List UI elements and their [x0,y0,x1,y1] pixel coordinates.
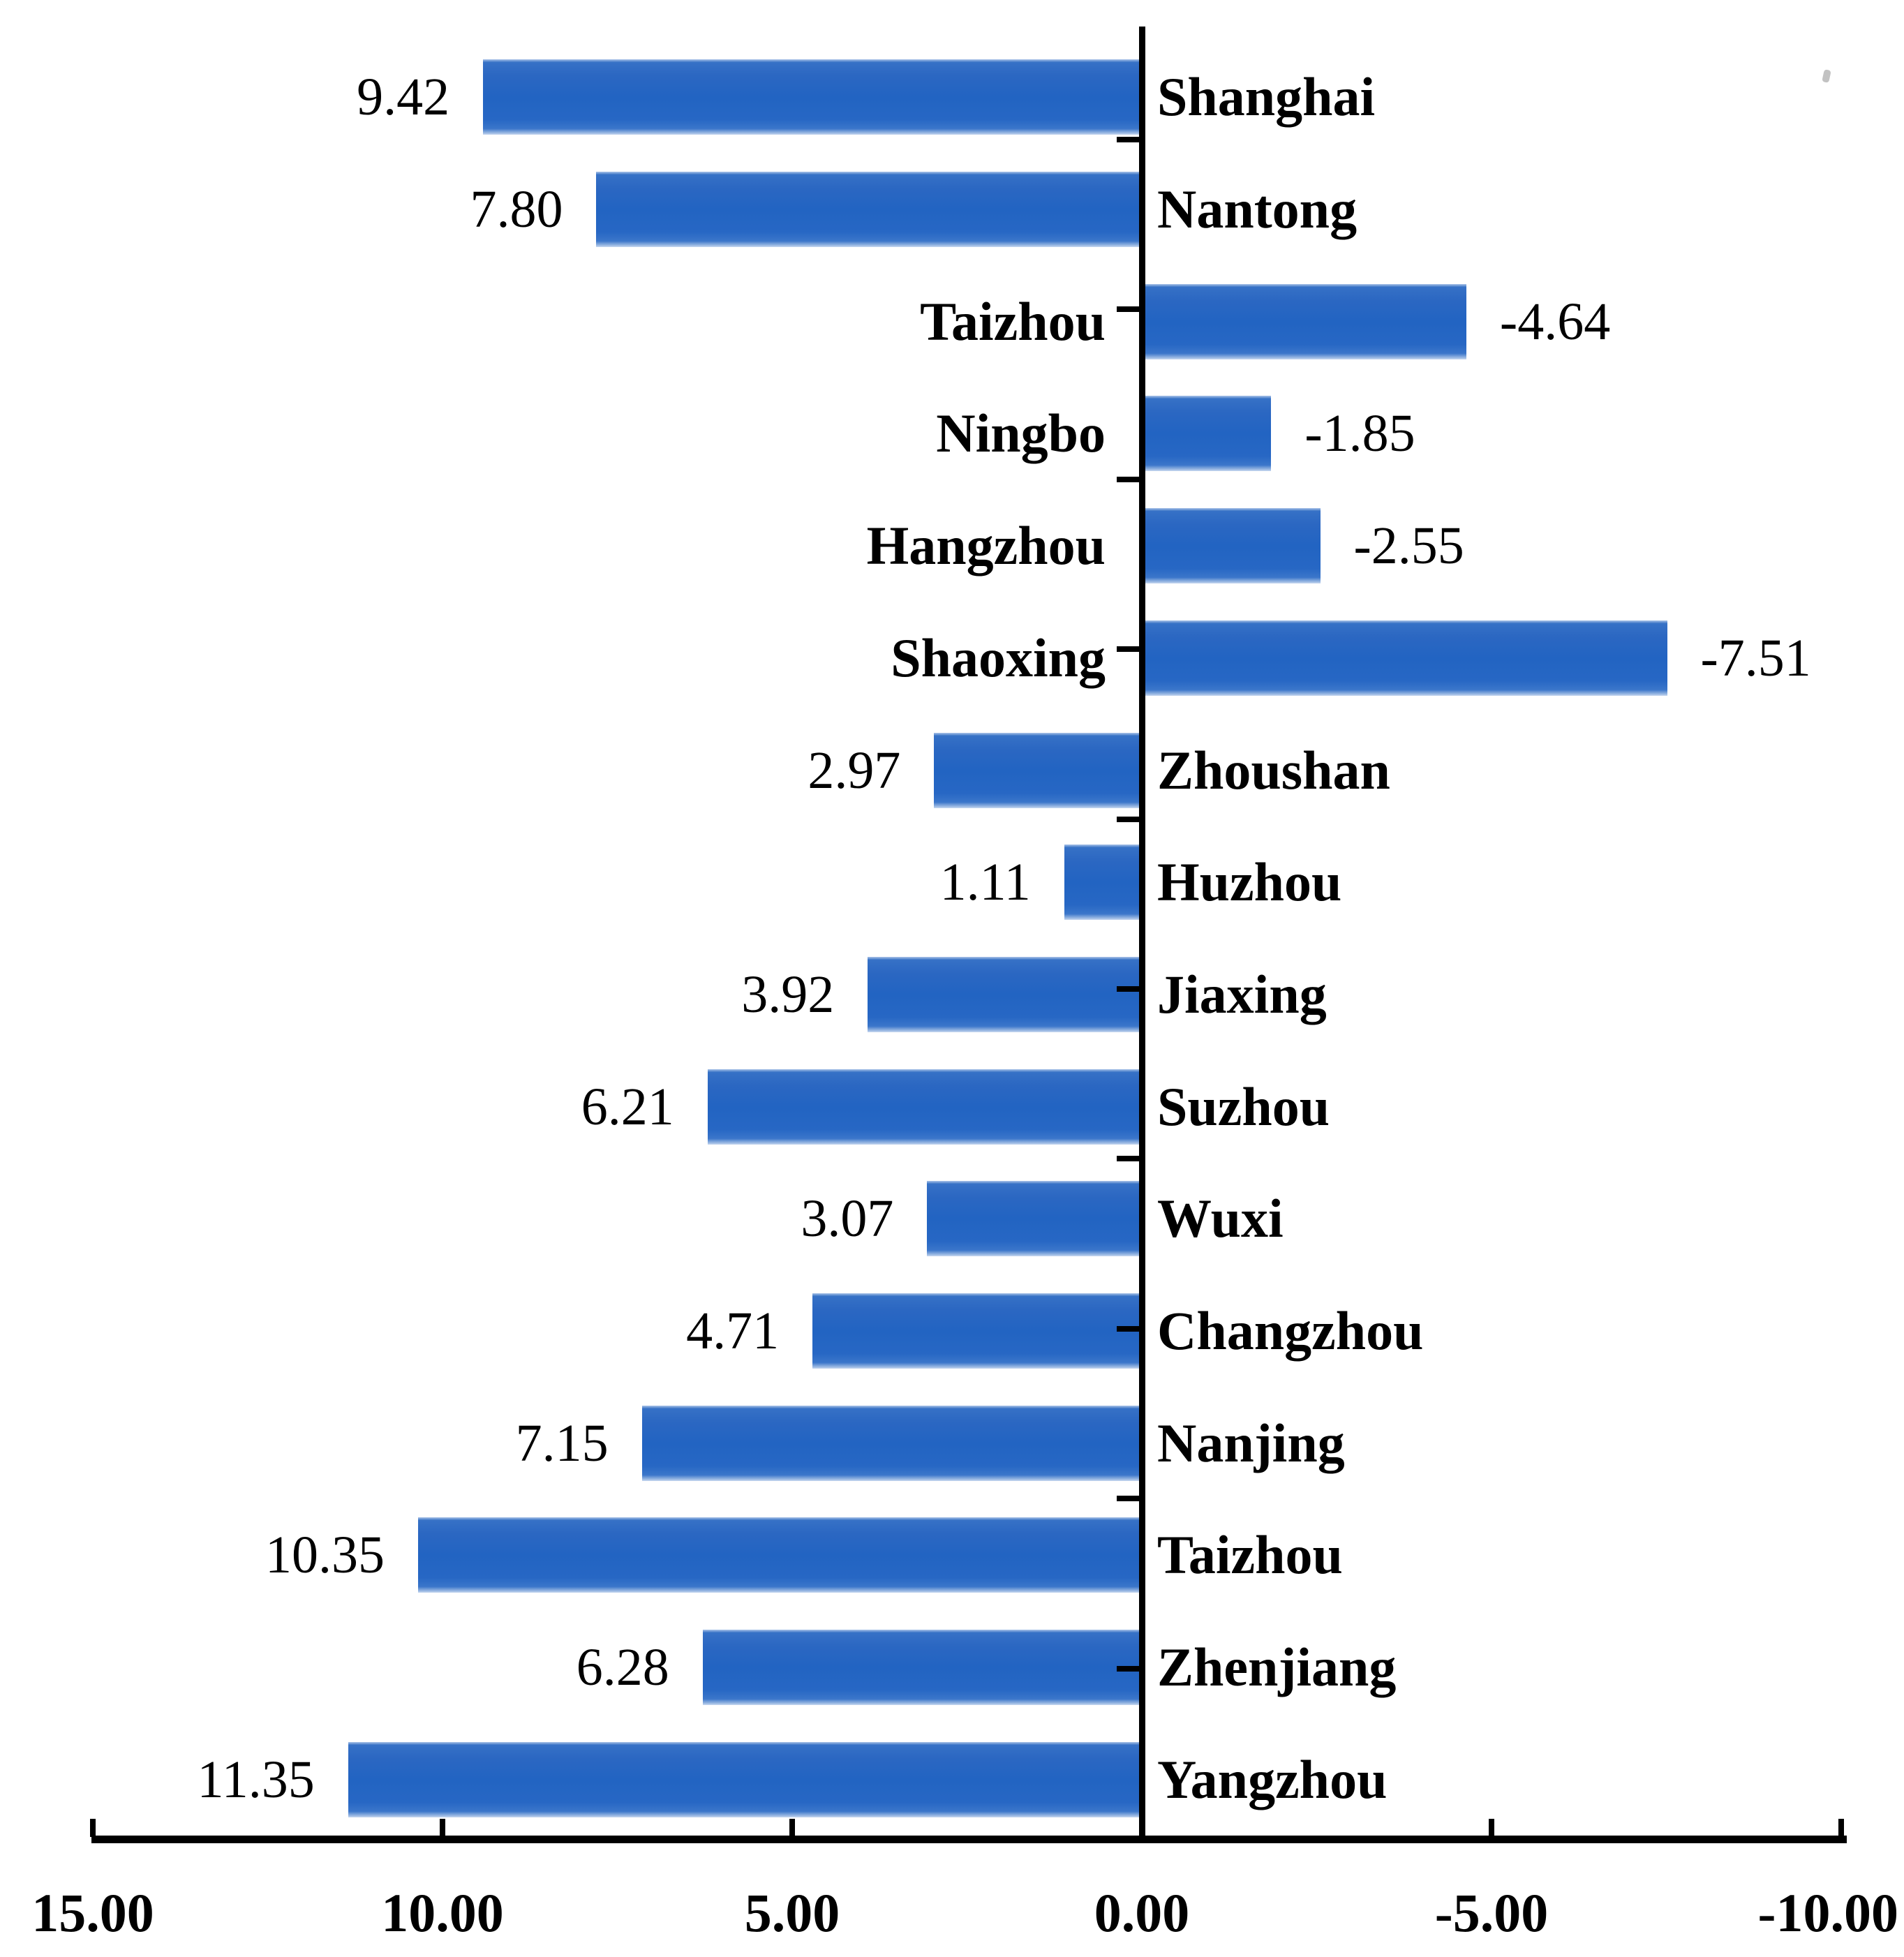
value-axis-tick--10.00 [1838,1819,1844,1837]
category-label-taizhou-13: Taizhou [1157,1524,1343,1586]
category-axis-tick [1117,1325,1143,1332]
bar-changzhou-11 [812,1293,1142,1369]
bar-huzhou-7 [1064,844,1142,921]
value-label-changzhou-11: 4.71 [686,1302,780,1361]
value-label-taizhou-13: 10.35 [265,1526,385,1585]
value-axis-tick-10.00 [440,1819,445,1837]
bar-shanghai-0 [483,59,1142,135]
category-label-yangzhou-15: Yangzhou [1157,1748,1388,1810]
value-axis-label--10.00: -10.00 [1757,1882,1898,1943]
bar-taizhou-13 [417,1517,1142,1593]
value-label-nantong-1: 7.80 [470,180,563,239]
category-axis-tick [1117,137,1143,142]
category-label-nantong-1: Nantong [1157,179,1358,240]
category-label-huzhou-7: Huzhou [1157,851,1342,913]
category-label-zhenjiang-14: Zhenjiang [1157,1637,1397,1698]
value-label-nanjing-12: 7.15 [515,1413,609,1473]
value-label-suzhou-9: 6.21 [581,1077,674,1136]
category-label-shanghai-0: Shanghai [1157,66,1376,128]
category-label-jiaxing-8: Jiaxing [1157,963,1327,1025]
bar-hangzhou-4 [1142,508,1321,584]
category-axis-tick [1117,986,1143,992]
value-label-hangzhou-4: -2.55 [1353,516,1464,576]
category-label-suzhou-9: Suzhou [1157,1076,1330,1137]
category-axis-tick [1117,306,1143,313]
bar-zhenjiang-14 [702,1630,1142,1706]
value-label-huzhou-7: 1.11 [939,853,1031,912]
category-label-changzhou-11: Changzhou [1157,1300,1424,1362]
category-label-taizhou-2: Taizhou [920,290,1106,352]
category-axis-tick [1117,476,1143,482]
artifact-speck [1822,69,1831,83]
value-axis-tick--5.00 [1489,1819,1494,1837]
value-axis-line [91,1836,1847,1843]
bar-taizhou-2 [1142,283,1466,359]
value-label-shanghai-0: 9.42 [357,68,450,127]
value-label-zhenjiang-14: 6.28 [576,1638,669,1697]
value-label-wuxi-10: 3.07 [801,1189,894,1249]
value-axis-tick-0.00 [1139,1819,1145,1837]
category-axis-tick [1117,1496,1143,1502]
category-label-zhoushan-6: Zhoushan [1157,739,1390,801]
category-label-ningbo-3: Ningbo [936,403,1106,464]
bar-nantong-1 [596,172,1142,248]
value-axis-label-10.00: 10.00 [381,1882,504,1943]
category-axis-tick [1117,1156,1143,1162]
value-axis-label-5.00: 5.00 [744,1882,840,1943]
value-label-taizhou-2: -4.64 [1499,292,1611,351]
value-axis-tick-15.00 [90,1819,96,1837]
bar-nanjing-12 [641,1405,1142,1481]
bar-jiaxing-8 [868,956,1142,1032]
category-label-hangzhou-4: Hangzhou [866,515,1106,576]
value-axis-label-0.00: 0.00 [1094,1882,1190,1943]
value-axis-label-15.00: 15.00 [31,1882,154,1943]
category-axis-tick [1117,1665,1143,1672]
category-axis-line [1139,27,1145,1843]
category-label-shaoxing-5: Shaoxing [891,627,1106,688]
bar-yangzhou-15 [348,1741,1142,1817]
value-axis-label--5.00: -5.00 [1434,1882,1549,1943]
bar-wuxi-10 [927,1181,1142,1257]
category-axis-tick [1117,646,1143,653]
value-label-yangzhou-15: 11.35 [197,1750,315,1809]
value-label-jiaxing-8: 3.92 [741,965,835,1024]
bar-suzhou-9 [707,1069,1142,1145]
bar-zhoushan-6 [934,732,1142,808]
value-axis-tick-5.00 [789,1819,795,1837]
category-label-wuxi-10: Wuxi [1157,1188,1284,1249]
category-label-nanjing-12: Nanjing [1157,1412,1345,1473]
value-label-ningbo-3: -1.85 [1304,404,1415,463]
value-label-zhoushan-6: 2.97 [808,741,901,800]
bar-ningbo-3 [1142,396,1272,472]
value-label-shaoxing-5: -7.51 [1700,628,1811,687]
bar-shaoxing-5 [1142,620,1667,696]
category-axis-tick [1117,816,1143,822]
